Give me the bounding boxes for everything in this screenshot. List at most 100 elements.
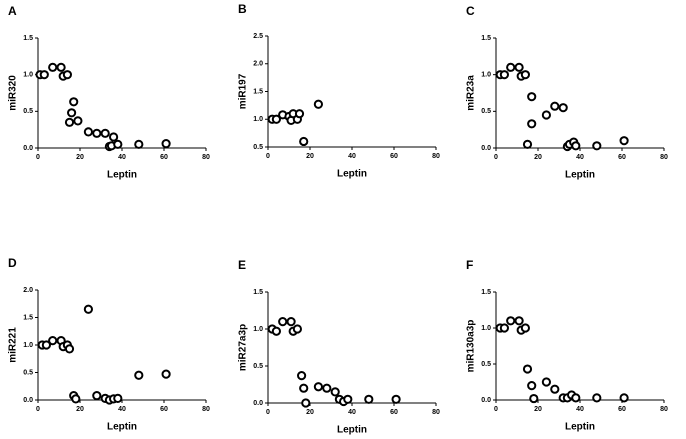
y-tick-label: 1.0 — [23, 342, 33, 349]
x-tick-label: 60 — [618, 154, 626, 161]
y-tick-label: 0.5 — [481, 361, 491, 368]
data-point — [113, 139, 123, 149]
data-point — [550, 384, 560, 394]
y-tick-label: 1.5 — [481, 35, 491, 42]
x-axis-label: Leptin — [107, 170, 137, 181]
data-point — [92, 128, 102, 138]
x-tick-label: 20 — [306, 409, 314, 416]
data-point — [71, 394, 81, 404]
data-point — [100, 128, 110, 138]
x-tick-label: 60 — [160, 406, 168, 413]
y-tick-label: 2.0 — [23, 287, 33, 294]
panel: E 0.0 0.5 1.0 1.5 0 20 40 60 80 Leptin miR27a3p — [238, 258, 440, 435]
panel: D 0.0 0.5 1.0 1.5 2.0 0 20 40 60 80 Leptin miR221 — [8, 256, 210, 432]
x-tick-label: 20 — [306, 153, 314, 160]
x-tick-label: 20 — [76, 406, 84, 413]
x-tick-label: 40 — [348, 409, 356, 416]
y-tick-label: 2.0 — [253, 61, 263, 68]
x-axis-label: Leptin — [337, 169, 367, 180]
data-point — [499, 70, 509, 80]
data-point — [520, 70, 531, 80]
y-tick-label: 1.5 — [23, 314, 33, 321]
y-tick-label: 0.5 — [253, 363, 263, 370]
y-tick-label: 1.0 — [481, 325, 491, 332]
y-tick-label: 0.0 — [23, 145, 33, 152]
x-tick-label: 20 — [534, 406, 542, 413]
data-point — [134, 370, 144, 380]
data-point — [161, 139, 171, 149]
x-tick-label: 80 — [660, 406, 668, 413]
data-point — [506, 316, 516, 326]
y-axis-label: miR27a3p — [238, 324, 249, 371]
data-point — [64, 344, 75, 354]
x-tick-label: 40 — [348, 153, 356, 160]
x-tick-label: 80 — [432, 409, 440, 416]
data-point — [278, 317, 288, 327]
data-point — [313, 382, 323, 392]
data-point — [62, 70, 73, 80]
x-tick-label: 20 — [76, 154, 84, 161]
data-point — [550, 101, 560, 111]
x-tick-label: 60 — [618, 406, 626, 413]
data-point — [571, 141, 581, 151]
x-tick-label: 0 — [494, 406, 498, 413]
data-point — [313, 99, 323, 109]
data-point — [64, 117, 75, 127]
y-axis-label: miR320 — [8, 75, 19, 111]
data-point — [297, 371, 307, 381]
panel-label: F — [466, 258, 473, 272]
y-tick-label: 1.5 — [23, 35, 33, 42]
data-point — [271, 326, 281, 336]
y-tick-label: 0.5 — [253, 144, 263, 151]
data-point — [522, 139, 533, 149]
panel: C 0.0 0.5 1.0 1.5 0 20 40 60 80 Leptin miR23a — [466, 4, 668, 180]
data-point — [109, 132, 119, 142]
data-point — [541, 110, 552, 120]
x-axis-label: Leptin — [565, 422, 595, 433]
y-tick-label: 1.0 — [253, 116, 263, 123]
x-axis-label: Leptin — [107, 422, 137, 433]
data-point — [527, 92, 537, 102]
panel: B 0.5 1.0 1.5 2.0 2.5 0 20 40 60 80 Leptin miR197 — [238, 2, 440, 179]
data-point — [522, 364, 533, 374]
data-point — [67, 108, 77, 118]
data-point — [48, 62, 58, 72]
data-point — [113, 393, 123, 403]
x-tick-label: 40 — [118, 406, 126, 413]
data-point — [514, 62, 524, 72]
y-tick-label: 0.5 — [481, 108, 491, 115]
data-point — [83, 127, 94, 137]
x-tick-label: 0 — [494, 154, 498, 161]
data-point — [299, 383, 309, 393]
data-point — [322, 383, 332, 393]
data-point — [39, 70, 49, 80]
data-point — [619, 393, 629, 403]
y-tick-label: 2.5 — [253, 33, 263, 40]
y-tick-label: 1.5 — [253, 289, 263, 296]
y-tick-label: 1.0 — [23, 72, 33, 79]
y-tick-label: 0.5 — [23, 369, 33, 376]
data-point — [520, 323, 531, 333]
x-tick-label: 60 — [390, 409, 398, 416]
data-point — [286, 317, 296, 327]
data-point — [292, 324, 302, 334]
data-point — [161, 369, 171, 379]
x-tick-label: 20 — [534, 154, 542, 161]
data-point — [56, 62, 66, 72]
panel: A 0.0 0.5 1.0 1.5 0 20 40 60 80 Leptin miR320 — [8, 4, 210, 180]
data-point — [619, 136, 629, 146]
data-point — [514, 316, 524, 326]
data-point — [592, 141, 602, 151]
data-point — [134, 139, 144, 149]
data-point — [301, 398, 311, 408]
x-axis-label: Leptin — [337, 425, 367, 436]
data-point — [83, 304, 94, 314]
data-point — [499, 323, 509, 333]
x-axis-label: Leptin — [565, 170, 595, 181]
data-point — [592, 393, 602, 403]
panel-label: C — [466, 4, 475, 18]
data-point — [343, 394, 353, 404]
x-tick-label: 0 — [36, 406, 40, 413]
